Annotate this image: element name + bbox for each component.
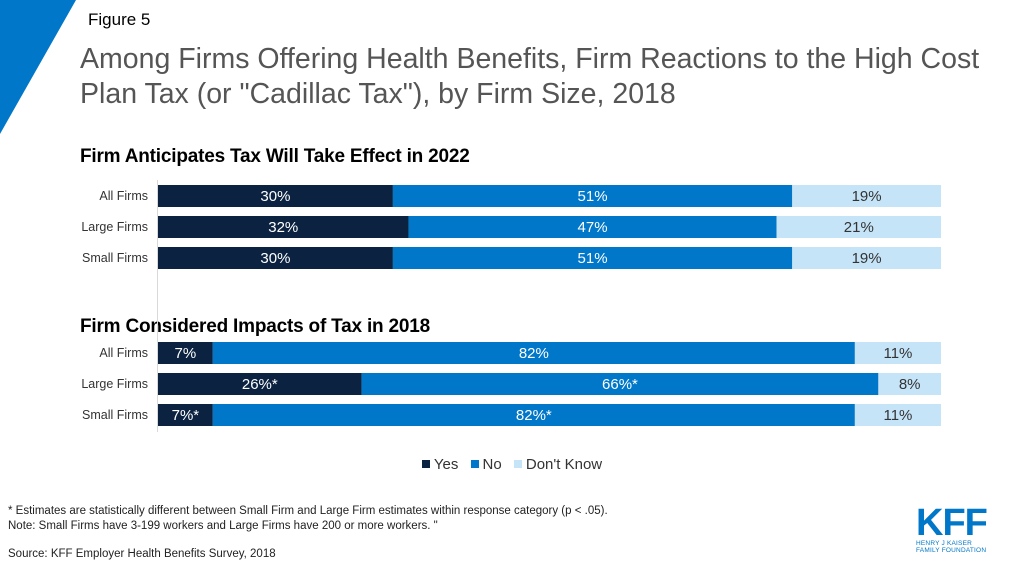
bar-p2-2-no [361,373,879,395]
data-label-p1-1-no: 51% [578,188,608,205]
category-label-p1-1: All Firms [99,189,148,203]
bar-p2-3-no [212,404,855,426]
category-label-p2-2: Large Firms [81,377,148,391]
category-label-p2-1: All Firms [99,346,148,360]
bar-p1-3-dont-know [792,247,941,269]
bar-p1-2-dont-know [776,216,941,238]
logo-line-2: FAMILY FOUNDATION [916,547,987,554]
bar-p2-2-dont-know [878,373,941,395]
data-label-p1-3-yes: 30% [260,250,290,267]
footnote-significance: * Estimates are statistically different … [8,505,608,517]
data-label-p2-3-yes: 7%* [172,407,200,424]
bar-p2-1-no [212,342,855,364]
chart-title: Among Firms Offering Health Benefits, Fi… [80,43,980,110]
bar-p1-3-no [392,247,793,269]
bar-p2-1-yes [158,342,213,364]
data-label-p1-3-dont-know: 19% [852,250,882,267]
legend-swatch-no [470,460,479,469]
figure-label: Figure 5 [88,10,151,29]
category-label-p1-3: Small Firms [82,251,148,265]
legend-swatch-dont-know [513,460,522,469]
data-label-p2-3-no: 82%* [516,407,552,424]
bar-p2-1-dont-know [854,342,941,364]
legend: Yes No Don't Know [0,456,1024,473]
kff-logo: KFF HENRY J KAISER FAMILY FOUNDATION [916,502,996,554]
category-label-p2-3: Small Firms [82,408,148,422]
data-label-p2-2-dont-know: 8% [899,376,921,393]
data-label-p2-2-yes: 26%* [242,376,278,393]
bar-p1-2-no [408,216,777,238]
bar-p1-1-yes [158,185,393,207]
data-label-p1-3-no: 51% [578,250,608,267]
data-label-p2-2-no: 66%* [602,376,638,393]
legend-label-dont-know: Don't Know [525,456,603,473]
bar-p1-1-dont-know [792,185,941,207]
data-label-p2-3-dont-know: 11% [883,407,912,424]
data-label-p2-1-dont-know: 11% [883,345,912,362]
footnote-firm-size: Note: Small Firms have 3-199 workers and… [8,520,438,532]
logo-wordmark: KFF [916,502,988,544]
bar-p2-3-dont-know [854,404,941,426]
bar-p2-2-yes [158,373,362,395]
data-label-p1-2-dont-know: 21% [844,219,874,236]
panel-2-title: Firm Considered Impacts of Tax in 2018 [80,316,430,337]
bar-p2-3-yes [158,404,213,426]
source-note: Source: KFF Employer Health Benefits Sur… [8,548,276,560]
panel-1-title: Firm Anticipates Tax Will Take Effect in… [80,146,470,167]
data-label-p1-2-yes: 32% [268,219,298,236]
bar-p1-2-yes [158,216,409,238]
corner-accent-shape [0,0,76,134]
data-label-p1-2-no: 47% [578,219,608,236]
legend-item-dont-know: Don't Know [513,456,603,473]
data-label-p1-1-dont-know: 19% [852,188,882,205]
logo-line-1: HENRY J KAISER [916,540,973,547]
bar-p1-1-no [392,185,793,207]
legend-item-yes: Yes [421,456,459,473]
category-label-p1-2: Large Firms [81,220,148,234]
data-label-p2-1-no: 82% [519,345,549,362]
legend-label-yes: Yes [433,456,459,473]
legend-swatch-yes [421,460,430,469]
legend-label-no: No [482,456,502,473]
bar-p1-3-yes [158,247,393,269]
data-label-p1-1-yes: 30% [260,188,290,205]
legend-item-no: No [470,456,502,473]
data-label-p2-1-yes: 7% [175,345,197,362]
